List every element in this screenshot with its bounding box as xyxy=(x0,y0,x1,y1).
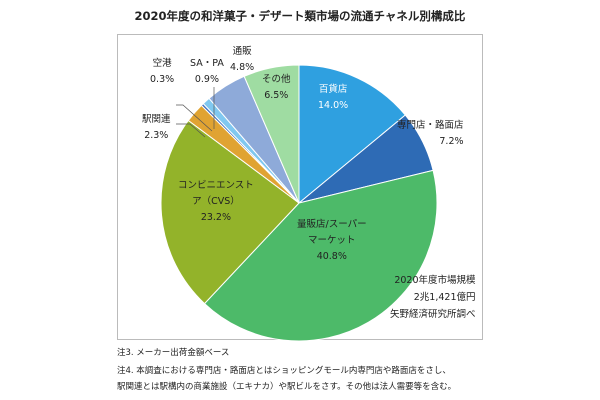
label-station: 駅関連 2.3% xyxy=(142,114,171,141)
label-sapa: SA・PA 0.9% xyxy=(190,58,224,85)
label-dept: 百貨店 14.0% xyxy=(318,84,349,111)
note-4: 注4. 本調査における専門店・路面店とはショッピングモール内専門店や路面店をさし… xyxy=(117,366,451,376)
label-cvs: コンビニエンスト ア（CVS） 23.2% xyxy=(178,180,254,223)
market-annotation: 2020年度市場規模 2兆1,421億円 矢野経済研究所調べ xyxy=(390,275,476,320)
label-mass: 量販店/スーパー マーケット 40.8% xyxy=(297,219,367,262)
label-specialty: 専門店・路面店 7.2% xyxy=(397,120,464,147)
note-3: 注3. メーカー出荷金額ベース xyxy=(117,348,230,358)
label-airport: 空港 0.3% xyxy=(150,58,175,85)
pie-slice-2 xyxy=(203,169,438,342)
leader-line-station xyxy=(176,123,206,138)
pie-slice-8 xyxy=(243,64,300,204)
label-other: その他 6.5% xyxy=(262,74,291,101)
leader-line-airport xyxy=(176,104,213,132)
label-mailorder: 通販 4.8% xyxy=(230,46,255,73)
note-4-cont: 駅関連とは駅構内の商業施設（エキナカ）や駅ビルをさす。その他は法人需要等を含む。 xyxy=(117,382,457,392)
pie-slice-0 xyxy=(298,64,407,205)
chart-title: 2020年度の和洋菓子・デザート類市場の流通チャネル別構成比 xyxy=(134,9,466,23)
pie-slice-3 xyxy=(160,119,300,305)
